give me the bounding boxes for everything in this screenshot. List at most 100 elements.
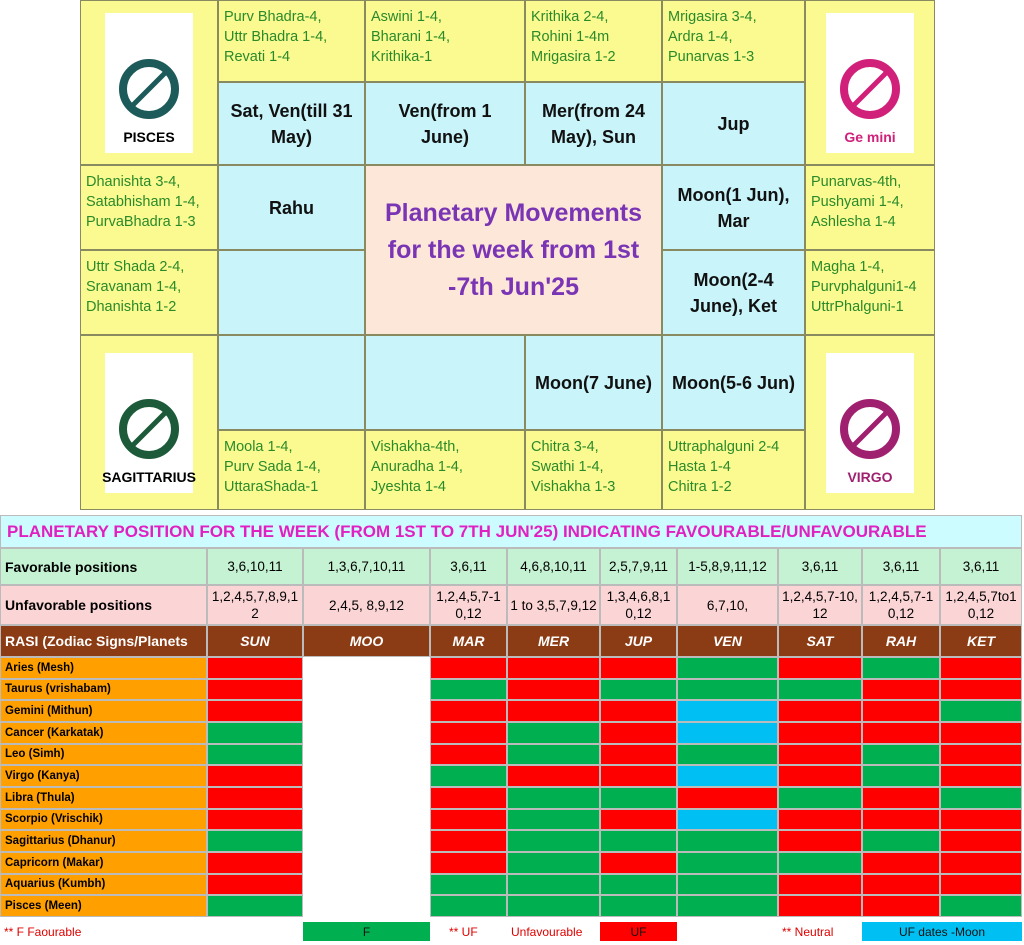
status-cell xyxy=(677,743,778,766)
nakshatra-cell: Vishakha-4th, Anuradha 1-4, Jyeshta 1-4 xyxy=(365,430,525,510)
status-cell xyxy=(507,743,600,766)
status-cell xyxy=(600,700,677,722)
nakshatra-line: Purv Sada 1-4, xyxy=(224,459,321,475)
status-cell xyxy=(940,765,1022,787)
unfavorable-value: 6,7,10, xyxy=(677,585,778,625)
nakshatra-line: UttaraShada-1 xyxy=(224,479,319,495)
nakshatra-line: Moola 1-4, xyxy=(224,439,293,455)
nakshatra-line: UttrPhalguni-1 xyxy=(811,299,904,315)
status-cell xyxy=(862,700,940,722)
status-cell xyxy=(940,808,1022,831)
nakshatra-line: Rohini 1-4m xyxy=(531,29,610,45)
favorable-value: 1,3,6,7,10,11 xyxy=(303,548,430,585)
status-cell xyxy=(940,852,1022,874)
status-cell xyxy=(207,787,303,809)
unfavorable-value: 1,2,4,5,7,8,9,12 xyxy=(207,585,303,625)
planet-cell: Moon(1 Jun), Mar xyxy=(662,165,805,250)
status-cell xyxy=(677,808,778,831)
header-cell: JUP xyxy=(600,625,677,657)
rasi-name: Aquarius (Kumbh) xyxy=(0,873,207,896)
nakshatra-line: Purvphalguni1-4 xyxy=(811,279,917,295)
nakshatra-line: Punarvas-4th, xyxy=(811,174,902,190)
header-cell: SAT xyxy=(778,625,862,657)
status-cell xyxy=(677,830,778,852)
status-cell xyxy=(600,765,677,787)
unfavorable-label: Unfavorable positions xyxy=(0,585,207,625)
legend-item: ** UF xyxy=(449,924,478,939)
status-cell xyxy=(207,722,303,744)
status-cell xyxy=(430,852,507,874)
nakshatra-cell: Uttraphalguni 2-4 Hasta 1-4 Chitra 1-2 xyxy=(662,430,805,510)
nakshatra-line: Jyeshta 1-4 xyxy=(371,479,446,495)
unfavorable-value: 1,2,4,5,7-10,12 xyxy=(862,585,940,625)
unfavorable-value: 2,4,5, 8,9,12 xyxy=(303,585,430,625)
status-cell xyxy=(600,873,677,896)
planet-cell: Mer(from 24 May), Sun xyxy=(525,82,662,165)
unfavorable-value: 1,2,4,5,7to10,12 xyxy=(940,585,1022,625)
status-cell xyxy=(677,765,778,787)
nakshatra-line: Bharani 1-4, xyxy=(371,29,450,45)
nakshatra-line: Ashlesha 1-4 xyxy=(811,214,896,230)
sign-label: Ge mini xyxy=(844,128,896,145)
status-cell xyxy=(862,787,940,809)
status-cell xyxy=(430,873,507,896)
legend-item: ** F Faourable xyxy=(4,924,82,939)
status-cell xyxy=(207,830,303,852)
header-cell: VEN xyxy=(677,625,778,657)
status-cell xyxy=(940,722,1022,744)
sign-icon xyxy=(119,58,179,119)
nakshatra-cell: Aswini 1-4, Bharani 1-4, Krithika-1 xyxy=(365,0,525,82)
nakshatra-line: Uttr Bhadra 1-4, xyxy=(224,29,328,45)
sign-image: SAGITTARIUS xyxy=(102,352,196,493)
rasi-name: Sagittarius (Dhanur) xyxy=(0,830,207,852)
nakshatra-line: Mrigasira 3-4, xyxy=(668,9,757,25)
status-cell xyxy=(207,678,303,701)
nakshatra-cell: Chitra 3-4, Swathi 1-4, Vishakha 1-3 xyxy=(525,430,662,510)
status-cell xyxy=(507,765,600,787)
nakshatra-line: Sravanam 1-4, xyxy=(86,279,182,295)
status-cell xyxy=(430,830,507,852)
nakshatra-line: Ardra 1-4, xyxy=(668,29,733,45)
favorable-value: 2,5,7,9,11 xyxy=(600,548,677,585)
favorable-value: 3,6,11 xyxy=(940,548,1022,585)
sign-label: SAGITTARIUS xyxy=(102,468,196,485)
legend-item: UF dates -Moon xyxy=(862,922,1022,941)
status-cell xyxy=(940,787,1022,809)
planet-cell: Moon(5-6 Jun) xyxy=(662,335,805,430)
status-cell xyxy=(207,895,303,917)
nakshatra-line: Krithika-1 xyxy=(371,49,433,65)
status-cell xyxy=(430,787,507,809)
nakshatra-line: Krithika 2-4, xyxy=(531,9,609,25)
nakshatra-line: Uttraphalguni 2-4 xyxy=(668,439,780,455)
header-cell: MAR xyxy=(430,625,507,657)
status-cell xyxy=(778,657,862,679)
status-cell xyxy=(507,787,600,809)
status-cell xyxy=(430,722,507,744)
nakshatra-cell: Punarvas-4th, Pushyami 1-4, Ashlesha 1-4 xyxy=(805,165,935,250)
status-cell xyxy=(677,700,778,722)
planet-cell: Moon(7 June) xyxy=(525,335,662,430)
status-cell xyxy=(207,808,303,831)
status-cell xyxy=(940,830,1022,852)
status-cell xyxy=(600,830,677,852)
status-cell xyxy=(430,895,507,917)
status-cell xyxy=(862,765,940,787)
status-cell xyxy=(778,808,862,831)
empty-cell xyxy=(218,250,365,335)
status-cell xyxy=(862,678,940,701)
sign-label: PISCES xyxy=(123,128,175,145)
favorable-value: 3,6,10,11 xyxy=(207,548,303,585)
table-title: PLANETARY POSITION FOR THE WEEK (FROM 1S… xyxy=(0,515,1022,548)
sign-cell: SAGITTARIUS xyxy=(80,335,218,510)
status-cell xyxy=(430,700,507,722)
status-cell xyxy=(778,830,862,852)
sign-cell: VIRGO xyxy=(805,335,935,510)
status-cell xyxy=(778,873,862,896)
unfavorable-value: 1,2,4,5,7-10,12 xyxy=(430,585,507,625)
legend-item: ** Neutral xyxy=(782,924,834,939)
status-cell xyxy=(940,743,1022,766)
nakshatra-cell: Magha 1-4, Purvphalguni1-4 UttrPhalguni-1 xyxy=(805,250,935,335)
nakshatra-line: Vishakha 1-3 xyxy=(531,479,616,495)
status-cell xyxy=(862,830,940,852)
